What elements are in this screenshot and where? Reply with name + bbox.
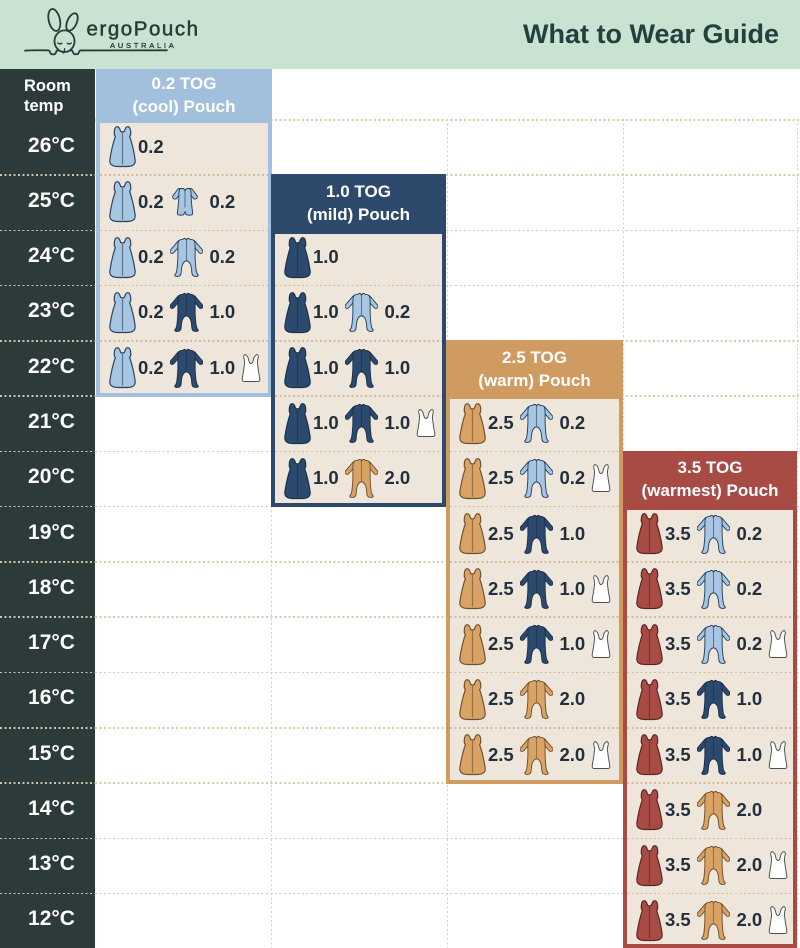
svg-text:AUSTRALIA: AUSTRALIA: [110, 41, 177, 50]
svg-text:ergoPouch: ergoPouch: [87, 18, 200, 41]
